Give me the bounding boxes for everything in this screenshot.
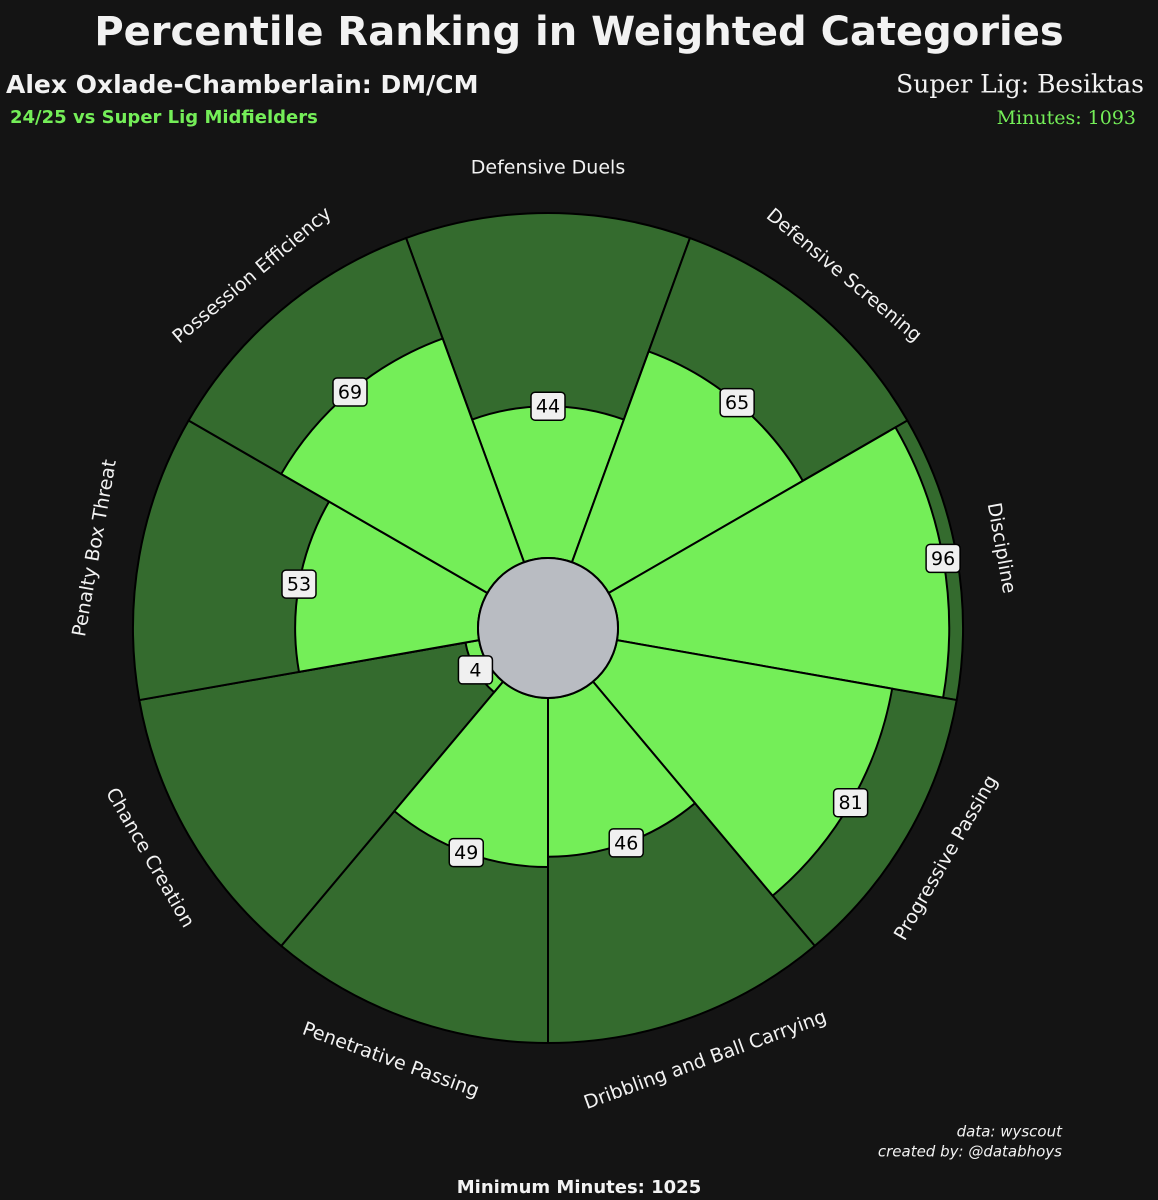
category-label: Defensive Duels [471, 157, 625, 179]
value-label: 96 [931, 548, 955, 570]
value-label-box [608, 828, 644, 858]
value-label-box [719, 387, 755, 418]
value-label: 44 [536, 396, 560, 418]
value-label-group: 49 [448, 837, 484, 868]
value-label-box [448, 837, 484, 868]
value-label: 49 [454, 842, 478, 864]
value-label: 4 [469, 659, 481, 681]
minutes: Minutes: 1093 [997, 107, 1136, 129]
subtitle: Alex Oxlade-Chamberlain: DM/CM [6, 70, 479, 99]
chart-title: Percentile Ranking in Weighted Categorie… [94, 9, 1063, 55]
team: Super Lig: Besiktas [896, 70, 1144, 99]
value-label-box [925, 543, 961, 574]
source: data: wyscout [957, 1123, 1063, 1141]
comparison: 24/25 vs Super Lig Midfielders [10, 107, 318, 128]
value-label-group: 65 [719, 387, 755, 418]
value-label-group: 4 [457, 655, 494, 685]
value-label: 69 [338, 382, 362, 404]
value-label-box [530, 391, 566, 421]
value-label-box [832, 787, 869, 818]
value-label-group: 96 [925, 543, 961, 574]
value-label-box [332, 377, 368, 407]
value-label: 53 [287, 574, 311, 596]
player-photo [477, 557, 619, 699]
value-label-box [281, 569, 317, 599]
value-label: 81 [839, 792, 863, 814]
value-label-group: 81 [832, 787, 869, 818]
credit: created by: @databhoys [878, 1143, 1062, 1161]
value-label: 46 [614, 832, 638, 854]
value-label-box [457, 655, 494, 685]
value-label: 65 [725, 392, 749, 414]
value-label-group: 44 [530, 391, 566, 421]
footer: Minimum Minutes: 1025 [457, 1177, 701, 1198]
value-label-group: 69 [332, 377, 368, 407]
value-label-group: 46 [608, 828, 644, 858]
value-label-group: 53 [281, 569, 317, 599]
